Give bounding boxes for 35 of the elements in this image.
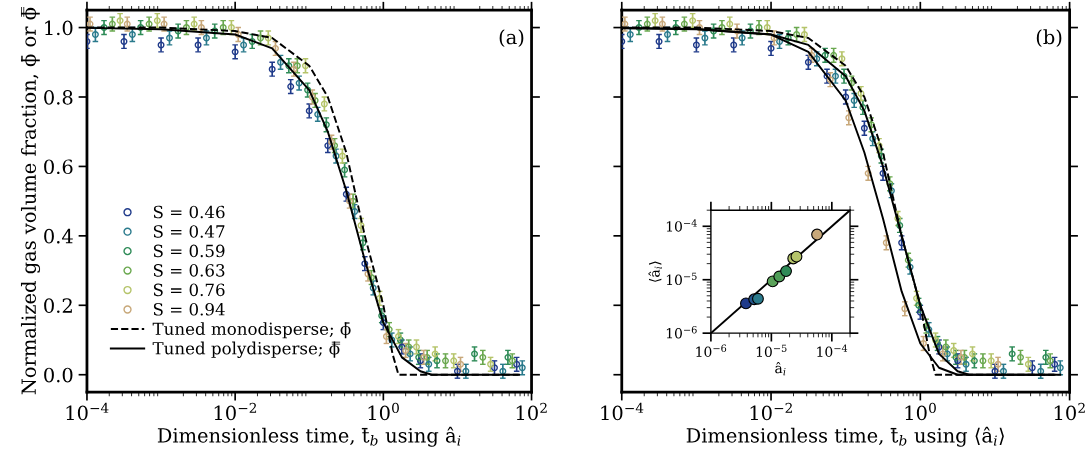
y-tick-label: 10$^{−5}$: [666, 272, 697, 286]
y-tick-label: 0.6: [44, 159, 73, 175]
legend-label: Tuned polydisperse; ϕ̿: [152, 341, 341, 358]
x-tick-label: 10$^{−4}$: [601, 402, 644, 421]
x-tick-label: 10$^{2}$: [1054, 402, 1085, 421]
y-tick-label: 0.4: [44, 228, 73, 244]
legend-label: S = 0.59: [153, 244, 225, 258]
x-axis-title: Dimensionless time, t̄$_{b}$ using â$_{i}$: [157, 426, 461, 447]
annotation: (b): [1036, 29, 1062, 48]
legend-label: S = 0.63: [153, 264, 225, 277]
x-tick-label: 10$^{0}$: [368, 402, 399, 421]
legend-label: S = 0.47: [153, 225, 225, 238]
x-tick-label: 10$^{−2}$: [750, 402, 792, 421]
y-tick-label: 1.0: [45, 20, 73, 36]
y-axis-title: ⟨â$_{i}$⟩: [648, 261, 662, 282]
legend-label: Tuned monodisperse; ϕ̄: [152, 322, 351, 339]
x-axis-title: Dimensionless time, t̄$_{b}$ using ⟨â$_{i}$⟩: [686, 426, 1004, 447]
y-axis-title: Normalized gas volume fraction, ϕ̄ or ϕ̿: [20, 7, 41, 395]
legend-label: S = 0.76: [153, 283, 225, 297]
x-tick-label: 10$^{2}$: [516, 402, 547, 421]
x-axis-title: â$_{i}$: [775, 362, 786, 376]
x-tick-label: 10$^{−5}$: [756, 344, 787, 358]
x-tick-label: 10$^{−4}$: [817, 344, 848, 357]
legend-label: S = 0.46: [153, 205, 225, 219]
y-tick-label: 10$^{−6}$: [666, 326, 697, 339]
y-tick-label: 0.8: [44, 89, 73, 105]
x-tick-label: 10$^{−2}$: [214, 402, 257, 421]
y-tick-label: 10$^{−4}$: [666, 219, 697, 232]
y-tick-label: 0.2: [44, 298, 72, 313]
legend-label: S = 0.94: [153, 302, 225, 316]
x-tick-label: 10$^{−4}$: [66, 402, 109, 421]
y-tick-label: 0.0: [44, 367, 73, 383]
annotation: (a): [499, 29, 524, 48]
x-tick-label: 10$^{0}$: [905, 402, 936, 421]
x-tick-label: 10$^{−6}$: [696, 344, 727, 357]
